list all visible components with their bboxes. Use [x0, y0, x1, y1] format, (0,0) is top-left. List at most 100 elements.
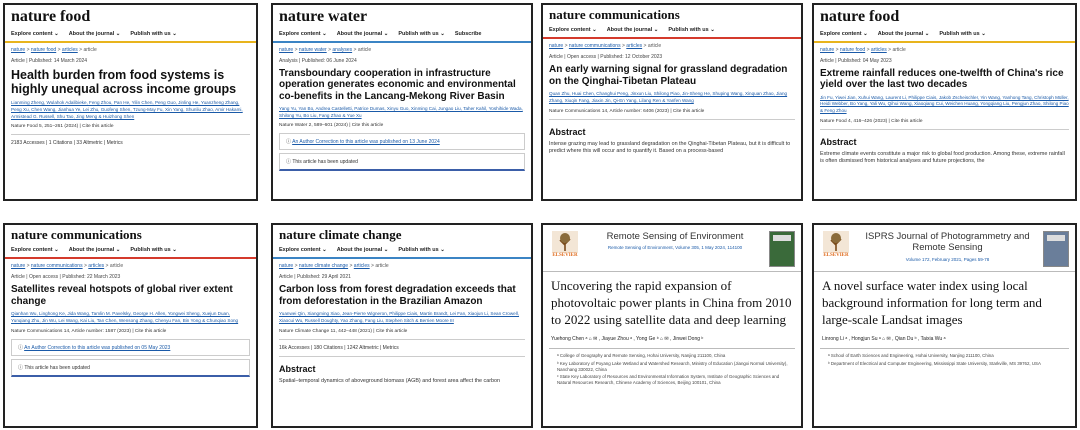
author-list[interactable]: Yuanwei Qin, Xiangming Xiao, Jean-Pierre…: [279, 311, 520, 323]
breadcrumb: nature > nature communications > article…: [11, 263, 124, 270]
author-list[interactable]: Jin Fu, Yiwei Jian, Xuhui Wang, Laurent …: [820, 94, 1069, 113]
crumb-4: article: [109, 263, 124, 270]
article-title: Transboundary cooperation in infrastruct…: [279, 67, 516, 102]
nav-about[interactable]: About the journal ⌄: [68, 30, 121, 37]
journal-name[interactable]: Remote Sensing of Environment: [606, 231, 744, 242]
journal-header: ELSEVIER ISPRS Journal of Photogrammetry…: [814, 225, 1075, 272]
journal-cover[interactable]: [769, 231, 795, 267]
author-list[interactable]: Yuehong Chen ᵃ ⌂ ✉ , Jiayue Zhou ᵃ , Yon…: [551, 335, 704, 342]
crumb-4: article: [892, 46, 906, 53]
crumb-3[interactable]: articles: [870, 46, 887, 53]
journal-header: ELSEVIER Remote Sensing of Environment R…: [543, 225, 801, 272]
nav-publish[interactable]: Publish with us ⌄: [398, 30, 445, 37]
crumb-2[interactable]: nature climate change: [298, 263, 349, 270]
crumb-3[interactable]: articles: [626, 43, 643, 50]
citation-line: Nature Food 5, 251–261 (2024) | Cite thi…: [11, 124, 114, 130]
journal-logo[interactable]: nature communications: [549, 7, 680, 22]
crumb-1[interactable]: nature: [11, 263, 26, 270]
article-card-6: nature climate change Explore content ⌄ …: [271, 223, 533, 428]
journal-volume[interactable]: Volume 172, February 2021, Pages 59-78: [905, 256, 990, 262]
nav-about[interactable]: About the journal ⌄: [336, 30, 389, 37]
nav-about[interactable]: About the journal ⌄: [606, 27, 659, 34]
update-notice: ⓘ This article has been updated: [279, 153, 525, 172]
crumb-3[interactable]: articles: [88, 263, 105, 270]
journal-logo[interactable]: nature climate change: [279, 227, 402, 242]
journal-nav: Explore content ⌄ About the journal ⌄ Pu…: [543, 22, 801, 37]
divider: [820, 347, 1069, 349]
author-list[interactable]: Quan Zhu, Huai Chen, Changhui Peng, Jinx…: [549, 91, 788, 103]
crumb-2[interactable]: nature water: [298, 46, 327, 53]
nav-about[interactable]: About the journal ⌄: [68, 247, 121, 254]
elsevier-logo[interactable]: ELSEVIER: [820, 231, 852, 267]
divider: [549, 347, 795, 349]
affiliation: ᵃ School of Earth Sciences and Engineeri…: [828, 352, 994, 358]
correction-link[interactable]: An Author Correction to this article was…: [292, 139, 440, 146]
nav-explore[interactable]: Explore content ⌄: [279, 30, 327, 37]
nav-explore[interactable]: Explore content ⌄: [279, 247, 327, 254]
article-meta: Article | Open access | Published: 12 Oc…: [549, 54, 663, 61]
article-card-3: nature communications Explore content ⌄ …: [541, 3, 803, 201]
crumb-1[interactable]: nature: [549, 43, 564, 50]
nav-publish[interactable]: Publish with us ⌄: [939, 30, 986, 37]
nav-explore[interactable]: Explore content ⌄: [549, 27, 597, 34]
accent-bar: [814, 40, 1075, 43]
article-meta: Article | Published: 14 March 2024: [11, 57, 88, 64]
author-list[interactable]: Linrong Li ᵃ , Hongjun Su ᵃ ⌂ ✉ , Qian D…: [822, 335, 946, 342]
article-title: A novel surface water index using local …: [822, 278, 1042, 327]
crumb-2[interactable]: nature communications: [568, 43, 621, 50]
article-card-5: nature communications Explore content ⌄ …: [3, 223, 258, 428]
article-title: Carbon loss from forest degradation exce…: [279, 284, 516, 307]
nav-about[interactable]: About the journal ⌄: [877, 30, 930, 37]
divider: [279, 338, 525, 340]
crumb-2[interactable]: nature communications: [30, 263, 83, 270]
article-title: Health burden from food systems is highl…: [11, 67, 237, 96]
journal-nav: Explore content ⌄ About the journal ⌄ Pu…: [273, 242, 531, 257]
breadcrumb: nature > nature food > articles > articl…: [11, 46, 97, 53]
crumb-4: article: [83, 46, 97, 53]
crumb-1[interactable]: nature: [279, 46, 294, 53]
correction-notice: ⓘ An Author Correction to this article w…: [279, 133, 525, 151]
citation-line: Nature Water 2, 589–601 (2024) | Cite th…: [279, 123, 384, 129]
nav-publish[interactable]: Publish with us ⌄: [130, 247, 177, 254]
nav-explore[interactable]: Explore content ⌄: [820, 30, 868, 37]
crumb-3[interactable]: articles: [353, 263, 370, 270]
crumb-2[interactable]: nature food: [30, 46, 57, 53]
crumb-3[interactable]: articles: [61, 46, 78, 53]
nav-publish[interactable]: Publish with us ⌄: [398, 247, 445, 254]
journal-name[interactable]: ISPRS Journal of Photogrammetry and Remo…: [865, 231, 1030, 254]
divider: [549, 118, 795, 120]
elsevier-tree-icon: [552, 231, 578, 253]
accent-bar: [5, 257, 256, 260]
crumb-3[interactable]: analyses: [332, 46, 353, 53]
journal-logo[interactable]: nature food: [11, 8, 91, 25]
journal-cover[interactable]: [1043, 231, 1069, 267]
nav-explore[interactable]: Explore content ⌄: [11, 247, 59, 254]
accent-bar: [543, 37, 801, 40]
elsevier-logo[interactable]: ELSEVIER: [549, 231, 581, 267]
nav-explore[interactable]: Explore content ⌄: [11, 30, 59, 37]
journal-volume[interactable]: Remote Sensing of Environment, Volume 30…: [607, 245, 743, 251]
crumb-1[interactable]: nature: [11, 46, 26, 53]
citation-line: Nature Communications 14, Article number…: [549, 108, 705, 114]
update-text: This article has been updated: [292, 159, 358, 166]
crumb-2[interactable]: nature food: [839, 46, 866, 53]
journal-logo[interactable]: nature food: [820, 8, 900, 25]
nav-about[interactable]: About the journal ⌄: [336, 247, 389, 254]
crumb-1[interactable]: nature: [820, 46, 835, 53]
nav-publish[interactable]: Publish with us ⌄: [130, 30, 177, 37]
author-list[interactable]: Lianming Zheng, Wulahok Adalibieke, Feng…: [11, 100, 243, 119]
correction-link[interactable]: An Author Correction to this article was…: [24, 344, 171, 351]
author-list[interactable]: Yang Yu, Yan Bo, Andrea Castelletti, Pat…: [279, 106, 523, 118]
article-title: An early warning signal for grassland de…: [549, 64, 788, 87]
author-list[interactable]: Qianhan Wu, Linghong Ke, Jida Wang, Taml…: [11, 311, 239, 323]
journal-logo[interactable]: nature water: [279, 8, 368, 25]
elsevier-tree-icon: [823, 231, 849, 253]
nav-subscribe[interactable]: Subscribe: [454, 30, 482, 37]
nav-publish[interactable]: Publish with us ⌄: [668, 27, 715, 34]
abstract-text: Extreme climate events constitute a majo…: [820, 150, 1065, 165]
article-meta: Analysis | Published: 06 June 2024: [279, 57, 357, 64]
crumb-1[interactable]: nature: [279, 263, 294, 270]
citation-line: Nature Climate Change 11, 442–448 (2021)…: [279, 328, 408, 334]
journal-logo[interactable]: nature communications: [11, 227, 142, 242]
article-meta: Article | Published: 29 April 2021: [279, 274, 351, 281]
